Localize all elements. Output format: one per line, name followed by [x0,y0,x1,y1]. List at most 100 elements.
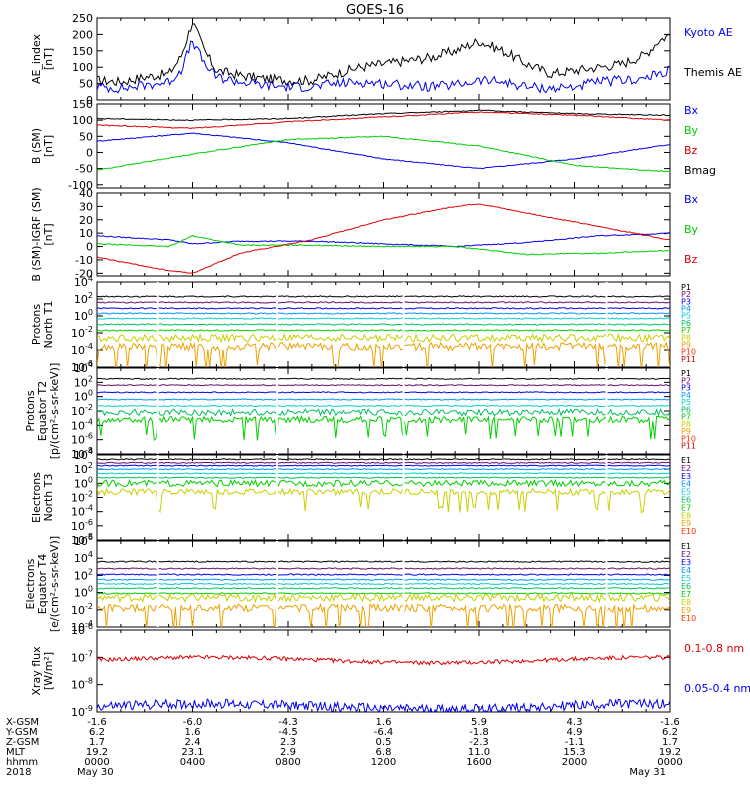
series-line [97,592,670,604]
series-line [97,332,670,344]
series-line [97,323,670,326]
y-tick-label: 10-2 [71,490,93,505]
legend-label: P11 [681,442,696,451]
data-gap [156,282,159,367]
data-gap [605,368,608,454]
y-tick-label: 100 [72,61,93,74]
legend-label: E10 [681,614,696,623]
series-line [97,398,670,401]
y-axis-label: Equator T2 [36,381,49,441]
legend-label: P10 [681,434,696,443]
series-line [97,404,670,408]
series-line [97,40,670,94]
series-line [97,582,670,586]
panel-1: 0 50 100 150 200 250 AE_index [nT] Kyoto AE Themi… [30,12,742,107]
y-tick-label: -20 [75,267,93,280]
y-tick-label: 10-4 [71,504,93,519]
legend-label: P3 [681,384,691,393]
data-gap [276,368,279,454]
series-line [97,312,670,315]
y-axis-label: [nT] [42,48,55,70]
panel-frame [96,629,671,713]
y-tick-label: 100 [74,585,93,600]
series-group [97,654,670,712]
legend-label: P5 [681,312,691,321]
y-axis-label: Electrons [30,472,43,523]
y-axis-label: [W/m²] [42,652,55,690]
y-tick-label: 0 [86,146,93,159]
legend-label: P8 [681,333,691,342]
series-line [97,301,670,304]
y-tick-label: 100 [74,308,93,323]
y-tick-label: 10-4 [71,417,93,432]
x-axis-value: -1.8 [469,727,489,738]
y-tick-label: 150 [72,45,93,58]
y-tick-label: 10-2 [71,403,93,418]
x-axis-value: -6.0 [183,717,203,728]
y-tick-label: 100 [74,475,93,490]
series-line [97,295,670,298]
x-axis-value: 1.7 [662,737,678,748]
legend-label: P2 [681,376,691,385]
series-line [97,697,670,712]
legend-label: E2 [681,464,691,473]
legend-label: P7 [681,326,691,335]
y-axis-label: Protons [24,390,37,431]
series-line [97,329,670,332]
legend-label: E3 [681,558,691,567]
series-line [97,203,670,274]
x-axis-row-label: hhmm [6,757,38,768]
y-tick-label: 10-4 [71,342,93,357]
legend-label: P8 [681,420,691,429]
legend-label: P4 [681,305,691,314]
y-tick-label: 100 [74,389,93,404]
y-tick-label: 50 [79,130,93,143]
panel-2: 150 100 50 0 -50 -100 B (SM) [nT] Bx By Bz Bmag [30,98,716,192]
x-axis-value: 11.0 [468,747,490,758]
y-axis-label: Electrons [24,558,37,609]
y-tick-label: 104 [74,360,93,375]
x-axis-value: 0000 [84,757,109,768]
x-axis-value: 1.6 [185,727,201,738]
legend-label: Bz [684,144,698,157]
data-gap [605,282,608,367]
series-line [97,341,670,367]
y-tick-label: 102 [74,567,93,582]
x-axis-value: -2.3 [469,737,489,748]
series-line [97,472,670,475]
series-group [97,455,670,540]
data-gap [402,455,405,540]
legend-label: P7 [681,413,691,422]
y-axis-label: [p/(cm²-s-sr-keV)] [48,363,61,460]
x-axis-value: -1.6 [660,717,680,728]
series-group [97,109,670,173]
y-tick-label: 100 [72,114,93,127]
y-tick-label: 10-6 [71,622,93,637]
x-axis-value: May 31 [629,767,666,778]
legend-label: E10 [681,527,696,536]
x-axis-value: 23.1 [181,747,203,758]
data-gap [276,541,279,627]
legend-label: P11 [681,355,696,364]
x-axis-value: -4.5 [278,727,298,738]
x-axis-value: 19.2 [86,747,108,758]
legend-label: P9 [681,340,691,349]
data-gap [402,282,405,367]
legend-label: Bz [684,253,698,266]
y-tick-label: 150 [72,98,93,111]
legend-label: P3 [681,297,691,306]
legend-label: E1 [681,542,691,551]
legend-label: Bx [684,193,699,206]
series-group [97,282,670,367]
y-tick-label: 10-8 [71,677,93,692]
series-group [97,203,670,274]
panel-frame [96,192,671,277]
legend-label: Themis AE [683,66,742,79]
y-tick-label: -50 [75,163,93,176]
data-gap [402,541,405,627]
series-line [97,602,670,627]
series-line [97,464,670,467]
